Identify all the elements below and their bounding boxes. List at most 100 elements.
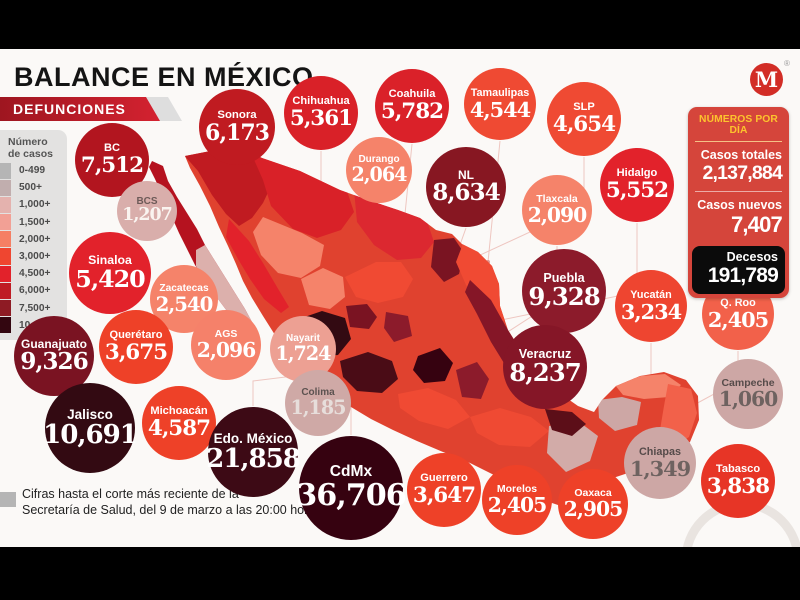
legend-label: 4,500+ xyxy=(19,268,51,280)
state-bubble: Puebla 9,328 xyxy=(522,249,606,333)
new-cases-label: Casos nuevos xyxy=(697,198,782,212)
state-bubble: Coahuila 5,782 xyxy=(375,69,449,143)
deaths-value: 191,789 xyxy=(707,264,779,287)
state-name: BCS xyxy=(136,195,158,207)
state-name: Q. Roo xyxy=(720,296,756,309)
state-deaths-value: 3,647 xyxy=(412,482,476,508)
legend-swatch xyxy=(0,248,11,265)
state-name: Michoacán xyxy=(150,405,208,418)
legend-swatch xyxy=(0,179,11,196)
state-name: Campeche xyxy=(721,377,775,390)
state-deaths-value: 21,858 xyxy=(206,442,301,474)
state-name: Jalisco xyxy=(67,406,113,422)
state-deaths-value: 2,090 xyxy=(527,203,588,228)
legend-swatch xyxy=(0,317,11,334)
state-deaths-value: 4,587 xyxy=(147,415,211,441)
legend-swatch xyxy=(0,196,11,214)
state-bubble: Tlaxcala 2,090 xyxy=(522,175,592,245)
state-bubble: Edo. México 21,858 xyxy=(206,407,301,497)
state-bubble: Durango 2,064 xyxy=(346,137,412,203)
state-deaths-value: 36,706 xyxy=(296,477,406,513)
legend-label: 1,000+ xyxy=(19,199,51,211)
footer-line-2: Secretaría de Salud, del 9 de marzo a la… xyxy=(22,502,322,517)
state-bubble: CdMx 36,706 xyxy=(296,436,407,540)
legend-swatch xyxy=(0,300,11,317)
state-deaths-value: 2,405 xyxy=(487,493,548,518)
legend-swatch xyxy=(0,282,11,299)
state-name: Chihuahua xyxy=(292,95,350,108)
legend-item: 2,000+ xyxy=(0,231,67,248)
legend-item: 6,000+ xyxy=(0,282,67,299)
stats-separator xyxy=(695,191,782,192)
legend-label: 7,500+ xyxy=(19,302,51,314)
state-deaths-value: 4,544 xyxy=(469,97,531,123)
state-deaths-value: 5,420 xyxy=(75,265,145,294)
state-deaths-value: 3,234 xyxy=(620,299,682,325)
deaths-box: Decesos 191,789 xyxy=(692,246,785,294)
legend-label: 3,000+ xyxy=(19,250,51,262)
letterbox-bar-top xyxy=(0,0,800,49)
deaths-label: Decesos xyxy=(726,250,778,264)
state-bubble: Sinaloa 5,420 xyxy=(69,232,151,314)
legend-label: 0-499 xyxy=(19,165,46,176)
state-bubble: Sonora 6,173 xyxy=(199,89,275,165)
milenio-logo: M xyxy=(750,63,783,96)
state-deaths-value: 1,207 xyxy=(122,205,172,226)
state-deaths-value: 10,691 xyxy=(43,418,138,450)
legend-panel: Número de casos 0-499 500+ 1,000+ 1,500+ 2,00… xyxy=(0,130,67,340)
state-bubble: SLP 4,654 xyxy=(547,82,621,156)
state-deaths-value: 2,064 xyxy=(351,163,408,187)
state-bubble: NL 8,634 xyxy=(426,147,506,227)
legend-rows: 0-499 500+ 1,000+ 1,500+ 2,000+ 3,000+ 4,500+ 6… xyxy=(0,162,67,334)
state-deaths-value: 1,060 xyxy=(718,387,779,412)
state-deaths-value: 7,512 xyxy=(80,152,144,178)
legend-label: 2,000+ xyxy=(19,233,51,245)
state-bubble: Guerrero 3,647 xyxy=(407,453,481,527)
new-cases-value: 7,407 xyxy=(730,212,783,237)
deaths-banner: DEFUNCIONES xyxy=(0,97,160,121)
state-bubble: BCS 1,207 xyxy=(117,181,177,241)
legend-label: 500+ xyxy=(19,182,42,194)
legend-item: 0-499 xyxy=(0,162,67,179)
state-name: Sinaloa xyxy=(88,253,132,268)
legend-title: Número de casos xyxy=(8,136,53,160)
state-deaths-value: 1,724 xyxy=(275,342,332,366)
milenio-m-icon: M xyxy=(754,67,779,92)
state-deaths-value: 2,096 xyxy=(196,338,257,363)
state-bubble: Guanajuato 9,326 xyxy=(14,316,94,396)
state-bubble: Oaxaca 2,905 xyxy=(558,469,628,539)
total-cases-value: 2,137,884 xyxy=(702,162,782,184)
state-bubble: Jalisco 10,691 xyxy=(43,383,138,473)
state-bubble: Morelos 2,405 xyxy=(482,465,552,535)
state-deaths-value: 8,634 xyxy=(432,179,501,207)
legend-label: 6,000+ xyxy=(19,285,51,297)
state-name: Sonora xyxy=(217,108,257,121)
state-bubble: Michoacán 4,587 xyxy=(142,386,216,460)
state-name: Coahuila xyxy=(388,88,436,101)
legend-swatch xyxy=(0,214,11,231)
state-deaths-value: 1,185 xyxy=(290,396,347,420)
legend-swatch xyxy=(0,265,11,282)
state-deaths-value: 3,838 xyxy=(706,473,770,499)
registered-mark: ® xyxy=(784,59,790,68)
state-name: Guanajuato xyxy=(20,336,87,351)
state-deaths-value: 2,540 xyxy=(155,292,214,317)
state-name: Tamaulipas xyxy=(470,86,530,99)
page-title-regular: BALANCE EN xyxy=(14,62,205,92)
state-deaths-value: 4,654 xyxy=(552,111,616,137)
state-bubble: Querétaro 3,675 xyxy=(99,310,173,384)
footer-note: Cifras hasta el corte más reciente de la… xyxy=(22,487,322,518)
state-bubble: Tabasco 3,838 xyxy=(701,444,775,518)
daily-numbers-panel: NÚMEROS POR DÍA Casos totales 2,137,884 … xyxy=(688,107,789,298)
legend-item: 1,500+ xyxy=(0,214,67,231)
state-deaths-value: 6,173 xyxy=(205,119,270,146)
state-bubble: Veracruz 8,237 xyxy=(503,325,587,409)
state-deaths-value: 2,905 xyxy=(563,497,624,522)
state-bubble: Chihuahua 5,361 xyxy=(284,76,358,150)
legend-item: 500+ xyxy=(0,179,67,196)
state-name: BC xyxy=(103,142,121,155)
state-bubble: Colima 1,185 xyxy=(285,370,351,436)
state-deaths-value: 3,675 xyxy=(104,339,168,365)
state-bubble: Campeche 1,060 xyxy=(713,359,783,429)
